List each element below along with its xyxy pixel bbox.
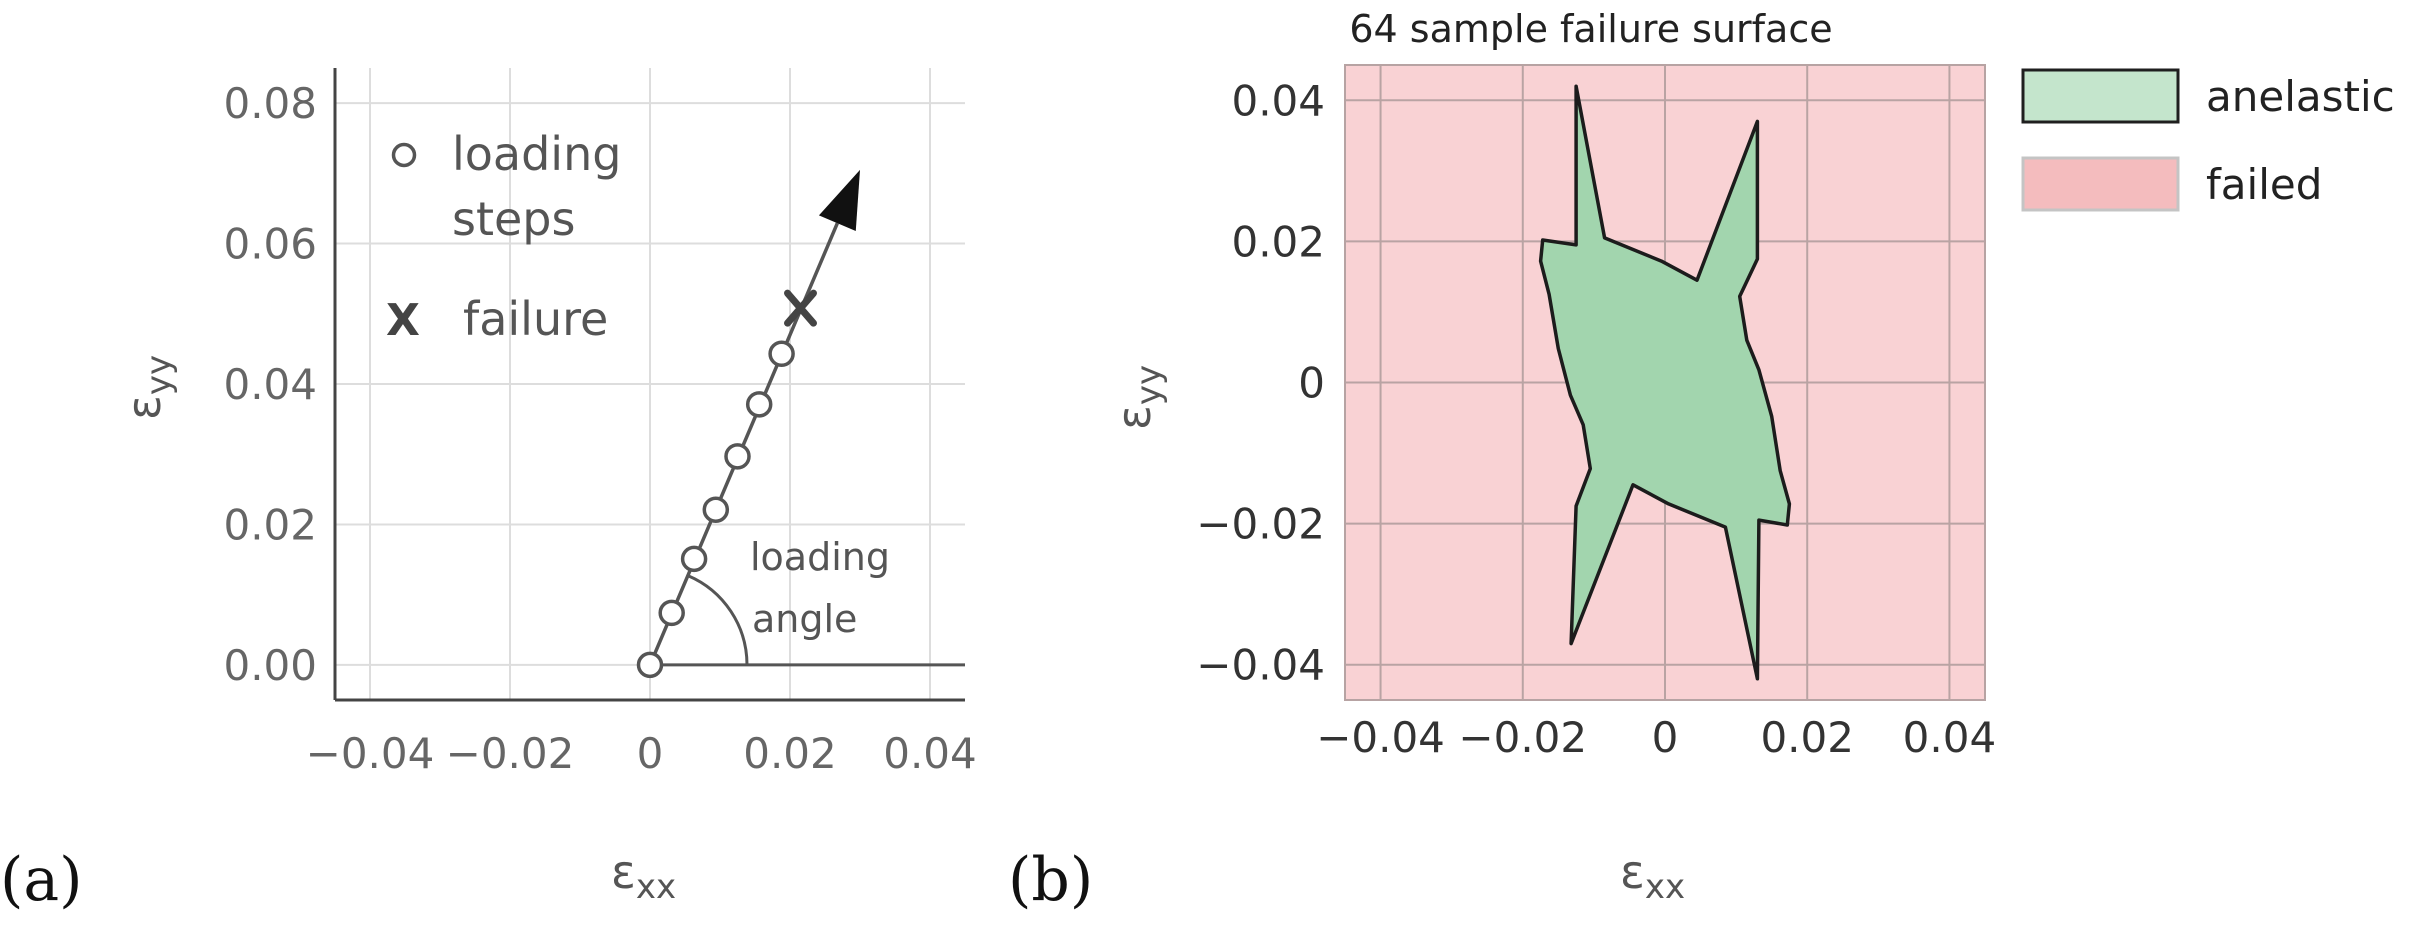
failure-marker [784, 289, 817, 327]
chart-a-xtick-label: 0.04 [883, 729, 977, 778]
chart-a-ytick-label: 0.00 [223, 641, 317, 690]
panel-label-a: (a) [0, 845, 83, 915]
failure-marker-stroke [784, 289, 817, 327]
chart-b-ytick-label: 0 [1298, 359, 1325, 408]
legend-loading-steps-line2: steps [452, 192, 575, 246]
legend-failure-symbol: X [386, 295, 420, 346]
chart-b-axes [1344, 64, 1986, 701]
chart-b: −0.04 −0.02 0 0.02 0.04 −0.04−0.0200.020.04 … [1008, 7, 2395, 915]
chart-b-ytick-label: 0.02 [1231, 217, 1325, 266]
chart-b-legend: anelastic failed [2021, 68, 2395, 212]
chart-b-xtick-label: −0.04 [1316, 713, 1445, 762]
loading-step-marker [636, 651, 664, 679]
annotation-loading-angle-line1: loading [750, 535, 890, 579]
loading-step-marker [680, 545, 708, 573]
chart-b-ytick-label: 0.04 [1231, 76, 1325, 125]
loading-step-marker [658, 599, 685, 627]
legend-anelastic-label: anelastic [2206, 72, 2395, 121]
chart-a-grid [335, 68, 965, 700]
chart-a-data [391, 142, 965, 679]
chart-a-axes [333, 68, 965, 702]
chart-a-ytick-label: 0.08 [223, 79, 317, 128]
legend-anelastic-swatch [2021, 68, 2180, 124]
chart-b-xtick-label: −0.02 [1458, 713, 1587, 762]
chart-b-x-axis-label: εxx [1620, 845, 1685, 907]
chart-a-xtick-labels: −0.04 −0.02 0 0.02 0.04 [306, 729, 977, 778]
legend-loading-steps-marker [391, 142, 417, 168]
chart-a-ytick-label: 0.04 [223, 360, 317, 409]
chart-b-xtick-label: 0.04 [1903, 713, 1997, 762]
chart-b-title: 64 sample failure surface [1349, 7, 1832, 51]
chart-a: −0.04 −0.02 0 0.02 0.04 0.00 0.02 0.04 0.06 0.08… [0, 68, 977, 915]
chart-a-xtick-label: −0.04 [306, 729, 435, 778]
legend-loading-steps-line1: loading [452, 127, 621, 181]
loading-step-marker [702, 496, 730, 523]
chart-b-ytick-label: −0.02 [1196, 500, 1325, 549]
legend-failure-label: failure [463, 292, 608, 346]
chart-b-xtick-label: 0.02 [1760, 713, 1854, 762]
chart-a-ytick-label: 0.02 [223, 500, 317, 549]
loading-step-marker [724, 443, 751, 470]
loading-step-marker [768, 340, 795, 368]
legend-failed-label: failed [2206, 160, 2322, 209]
chart-a-x-axis-label: εxx [611, 845, 676, 907]
annotation-loading-angle-line2: angle [752, 597, 857, 641]
chart-b-y-axis-label: εyy [1107, 365, 1169, 430]
panel-label-b: (b) [1008, 845, 1093, 915]
chart-a-xtick-label: −0.02 [446, 729, 575, 778]
chart-b-ytick-label: −0.04 [1196, 641, 1325, 690]
chart-a-ytick-labels: 0.00 0.02 0.04 0.06 0.08 [223, 79, 317, 690]
loading-angle-arc [687, 574, 749, 665]
chart-b-plot-frame [1344, 64, 1986, 701]
anelastic-region [1538, 84, 1792, 681]
legend-failed-swatch [2021, 156, 2180, 212]
chart-b-xtick-labels: −0.04 −0.02 0 0.02 0.04 [1316, 713, 1996, 762]
chart-b-ytick-labels: −0.04 −0.02 0 0.02 0.04 [1196, 76, 1325, 689]
chart-b-xtick-label: 0 [1652, 713, 1679, 762]
chart-a-ytick-label: 0.06 [223, 220, 317, 269]
loading-arrow-head [818, 169, 860, 232]
loading-step-marker [745, 391, 773, 418]
chart-a-y-axis-label: εyy [117, 355, 179, 420]
chart-b-grid [1345, 65, 1985, 700]
chart-a-xtick-label: 0.02 [743, 729, 837, 778]
chart-a-xtick-label: 0 [637, 729, 664, 778]
